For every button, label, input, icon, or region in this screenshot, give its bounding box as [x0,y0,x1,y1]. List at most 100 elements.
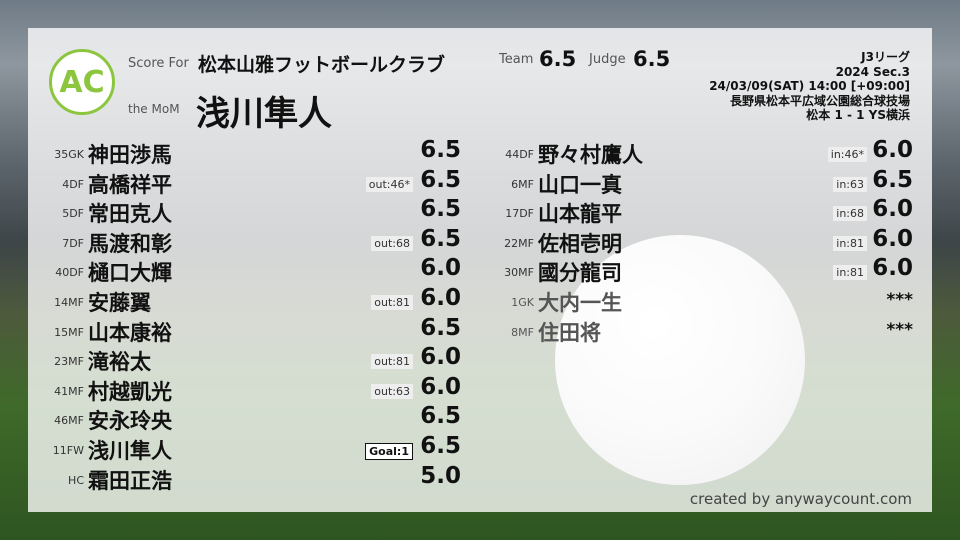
starter-row: 11FW 浅川隼人 Goal:1 6.5 [28,433,461,464]
player-position: 11FW [52,444,84,457]
player-position: 17DF [505,207,534,221]
result: 松本 1 - 1 YS横浜 [806,108,910,122]
match-info: J3リーグ 2024 Sec.3 24/03/09(SAT) 14:00 [+0… [709,50,910,123]
player-name: 村越凱光 [88,379,172,404]
player-position: 8MF [511,325,534,339]
player-name: 高橋祥平 [88,172,172,197]
sub-badge: out:68 [371,235,413,251]
player-position: HC [68,473,84,487]
sub-badge: out:81 [371,354,413,370]
player-score: 6.5 [420,314,461,341]
starter-row: 14MF 安藤翼 out:81 6.0 [28,285,461,316]
player-name: 山本龍平 [538,202,622,227]
starter-row: 41MF 村越凱光 out:63 6.0 [28,374,461,405]
player-position: 35GK [54,148,84,161]
datetime: 24/03/09(SAT) 14:00 [+09:00] [709,79,910,93]
sub-row: 22MF 佐相壱明 in:81 6.0 [478,226,913,257]
sub-row: 6MF 山口一真 in:63 6.5 [478,167,913,198]
player-score: 6.0 [420,285,461,311]
player-position: 4DF [62,177,84,191]
player-position: 15MF [54,325,84,339]
mom-name: 浅川隼人 [196,94,332,134]
player-score: *** [886,319,913,340]
player-score: 6.5 [872,166,913,193]
player-score: 6.0 [420,344,461,371]
player-name: 安藤翼 [88,291,151,315]
starter-row: 46MF 安永玲央 6.5 [28,403,461,434]
logo-text: AC [59,64,105,100]
score-for-label: Score For [128,56,189,71]
player-name: 滝裕太 [88,350,151,375]
judge-label: Judge [589,52,626,67]
starter-row: HC 霜田正浩 5.0 [28,463,461,494]
mom-label: the MoM [128,102,180,116]
player-score: 6.5 [420,403,461,430]
goal-badge: Goal:1 [365,443,413,460]
player-name: 野々村鷹人 [538,143,643,167]
player-name: 大内一生 [538,291,622,315]
team-name: 松本山雅フットボールクラブ [198,54,446,76]
player-name: 國分龍司 [538,261,622,286]
rating-panel [28,28,932,512]
player-position: 41MF [54,384,84,398]
player-name: 山口一真 [538,172,622,197]
player-name: 佐相壱明 [538,231,622,256]
player-name: 神田渉馬 [88,143,172,167]
player-position: 40DF [55,266,84,280]
player-score: 6.0 [872,255,913,282]
player-score: 6.5 [420,166,461,193]
sub-row: 44DF 野々村鷹人 in:46* 6.0 [478,137,913,168]
player-position: 7DF [62,236,84,250]
player-score: 6.5 [420,137,461,163]
sub-badge: out:46* [365,176,413,192]
starter-row: 4DF 高橋祥平 out:46* 6.5 [28,167,461,198]
team-label: Team [499,52,534,67]
player-position: 23MF [54,355,84,369]
league: J3リーグ [861,50,910,64]
player-score: 6.5 [420,225,461,252]
sub-badge: in:63 [833,176,867,192]
player-position: 6MF [511,177,534,191]
player-name: 安永玲央 [88,409,172,434]
player-score: *** [886,290,913,310]
starter-row: 40DF 樋口大輝 6.0 [28,255,461,286]
player-name: 山本康裕 [88,320,172,345]
player-score: 6.0 [420,373,461,400]
anywaycount-logo: AC [49,49,115,115]
sub-badge: out:81 [371,295,413,310]
player-score: 6.0 [420,255,461,282]
sub-badge: in:81 [833,265,867,281]
player-score: 6.0 [872,225,913,252]
player-score: 6.5 [420,433,461,459]
starter-row: 5DF 常田克人 6.5 [28,196,461,227]
player-name: 樋口大輝 [88,261,172,286]
starter-row: 23MF 滝裕太 out:81 6.0 [28,344,461,375]
player-score: 6.0 [872,137,913,163]
sub-row: 8MF 住田将 *** [478,317,913,346]
player-position: 14MF [54,296,84,309]
sub-badge: in:81 [833,235,867,251]
player-name: 馬渡和彰 [88,231,172,256]
sub-row: 17DF 山本龍平 in:68 6.0 [478,196,913,227]
player-name: 浅川隼人 [88,439,172,463]
player-position: 44DF [505,148,534,161]
sub-badge: in:46* [827,147,867,162]
sub-row: 1GK 大内一生 *** [478,287,913,316]
player-position: 30MF [504,266,534,280]
judge-score: 6.5 [633,47,671,71]
season: 2024 Sec.3 [835,64,910,79]
player-name: 霜田正浩 [88,468,172,493]
starter-row: 7DF 馬渡和彰 out:68 6.5 [28,226,461,257]
credit: created by anywaycount.com [689,490,912,508]
player-position: 22MF [504,236,534,250]
player-score: 5.0 [420,462,461,489]
starter-row: 35GK 神田渉馬 6.5 [28,137,461,168]
player-name: 常田克人 [88,202,172,227]
player-position: 1GK [511,296,534,309]
player-position: 46MF [54,414,84,428]
venue: 長野県松本平広域公園総合球技場 [729,93,910,108]
sub-row: 30MF 國分龍司 in:81 6.0 [478,255,913,286]
player-name: 住田将 [538,320,601,345]
player-score: 6.5 [420,196,461,223]
team-score: 6.5 [539,47,577,71]
